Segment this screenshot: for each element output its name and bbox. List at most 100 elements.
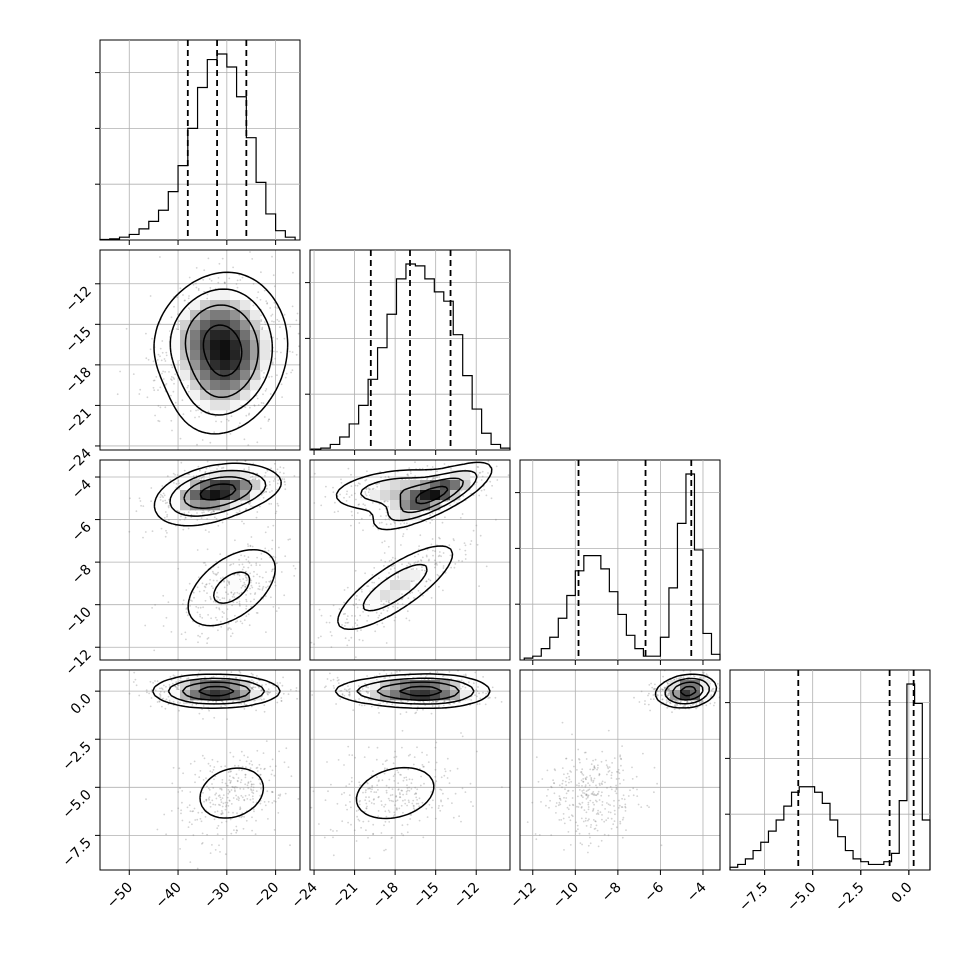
- density-cell: [420, 680, 431, 691]
- sample-point: [266, 790, 269, 793]
- sample-point: [594, 820, 597, 823]
- sample-point: [695, 704, 698, 706]
- sample-point: [229, 433, 232, 435]
- sample-point: [187, 297, 190, 300]
- sample-point: [252, 808, 255, 811]
- sample-point: [269, 307, 272, 309]
- sample-point: [385, 642, 388, 644]
- panel-pair-0-2: [99, 459, 301, 661]
- sample-point: [183, 702, 185, 705]
- sample-point: [380, 476, 382, 479]
- sample-point: [177, 807, 180, 810]
- sample-point: [414, 555, 416, 558]
- sample-point: [245, 615, 248, 617]
- sample-point: [172, 674, 175, 677]
- sample-point: [372, 823, 375, 826]
- sample-point: [267, 691, 269, 694]
- sample-point: [223, 580, 225, 582]
- sample-point: [162, 370, 165, 373]
- density-cell: [240, 480, 251, 491]
- sample-point: [378, 508, 381, 511]
- sample-point: [245, 508, 247, 510]
- sample-point: [348, 496, 351, 498]
- sample-point: [230, 563, 233, 566]
- sample-point: [275, 510, 278, 513]
- sample-point: [197, 409, 199, 411]
- sample-point: [265, 581, 268, 583]
- sample-point: [273, 285, 276, 288]
- sample-point: [228, 581, 231, 584]
- density-cell: [440, 470, 451, 481]
- sample-point: [353, 604, 356, 607]
- sample-point: [248, 762, 251, 765]
- panel-pair-1-3: [309, 669, 517, 871]
- sample-point: [365, 686, 368, 688]
- sample-point: [675, 704, 678, 706]
- sample-point: [272, 524, 275, 527]
- density-cell: [180, 370, 191, 381]
- density-contour: [356, 677, 475, 705]
- sample-point: [217, 277, 220, 279]
- sample-point: [233, 777, 235, 779]
- sample-point: [439, 561, 441, 564]
- sample-point: [191, 600, 193, 602]
- sample-point: [218, 608, 221, 611]
- sample-point: [188, 473, 191, 476]
- sample-point: [369, 514, 371, 517]
- sample-point: [171, 379, 173, 381]
- sample-point: [464, 686, 467, 689]
- sample-point: [254, 593, 256, 595]
- sample-point: [403, 522, 406, 525]
- sample-point: [197, 606, 200, 609]
- density-cell: [220, 390, 231, 401]
- sample-point: [223, 281, 226, 284]
- sample-point: [424, 676, 427, 678]
- density-cell: [220, 380, 231, 391]
- sample-point: [434, 768, 437, 771]
- sample-point: [365, 807, 368, 810]
- sample-point: [401, 824, 404, 827]
- sample-point: [648, 684, 651, 686]
- density-cell: [210, 470, 221, 481]
- sample-point: [221, 521, 224, 524]
- sample-point: [348, 691, 351, 693]
- sample-point: [175, 686, 178, 689]
- density-cell: [210, 290, 221, 301]
- sample-point: [241, 520, 243, 523]
- sample-point: [275, 562, 277, 565]
- sample-point: [227, 419, 230, 422]
- sample-point: [355, 840, 358, 842]
- sample-point: [244, 583, 246, 586]
- sample-point: [161, 705, 163, 708]
- sample-point: [196, 586, 199, 589]
- sample-point: [205, 798, 208, 801]
- sample-point: [387, 600, 390, 603]
- sample-point: [287, 538, 290, 541]
- density-contour: [153, 462, 282, 627]
- sample-point: [224, 801, 227, 804]
- sample-point: [207, 700, 210, 703]
- sample-point: [282, 467, 285, 469]
- sample-point: [356, 619, 359, 621]
- sample-point: [245, 508, 248, 511]
- sample-point: [383, 500, 386, 503]
- sample-point: [344, 621, 347, 624]
- sample-point: [276, 502, 279, 505]
- sample-point: [464, 544, 467, 547]
- sample-point: [558, 801, 561, 804]
- sample-point: [197, 576, 200, 579]
- sample-point: [176, 684, 179, 687]
- sample-point: [496, 479, 499, 481]
- density-cell: [220, 470, 231, 481]
- sample-point: [343, 688, 346, 691]
- sample-point: [515, 681, 517, 683]
- sample-point: [197, 478, 199, 481]
- sample-point: [461, 560, 464, 563]
- sample-point: [281, 684, 284, 687]
- sample-point: [388, 560, 391, 562]
- sample-point: [236, 779, 239, 782]
- sample-point: [436, 564, 438, 566]
- sample-point: [353, 829, 356, 832]
- sample-point: [217, 596, 220, 599]
- sample-point: [222, 794, 225, 796]
